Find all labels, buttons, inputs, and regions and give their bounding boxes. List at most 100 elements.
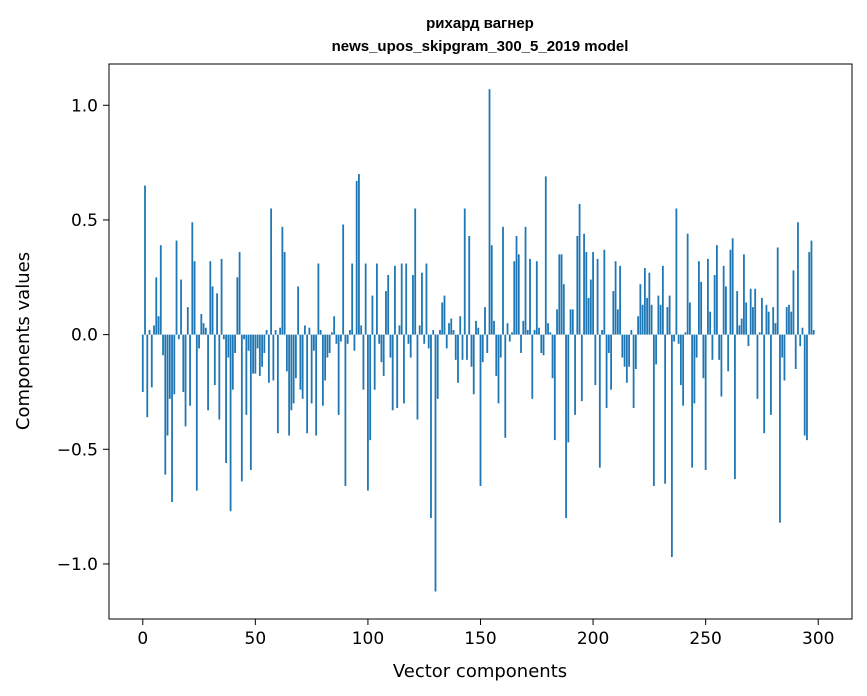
bar xyxy=(234,334,236,353)
bar xyxy=(785,307,788,335)
bar xyxy=(472,334,475,395)
bar xyxy=(569,309,572,335)
bar xyxy=(711,334,714,360)
bar xyxy=(486,334,489,353)
bar xyxy=(461,334,464,360)
bar xyxy=(378,334,381,344)
bar xyxy=(797,222,799,335)
bar xyxy=(792,270,795,335)
bar xyxy=(272,334,275,381)
bar xyxy=(191,222,194,335)
bar xyxy=(585,252,588,335)
bar xyxy=(531,334,534,399)
bar xyxy=(670,334,673,558)
bar xyxy=(349,330,351,335)
bar xyxy=(673,334,676,342)
bar xyxy=(225,334,227,464)
bar xyxy=(551,334,554,379)
bar xyxy=(405,263,408,335)
bar xyxy=(668,295,671,335)
bar xyxy=(150,334,153,388)
bar xyxy=(542,334,545,356)
bar xyxy=(756,334,759,399)
bar xyxy=(589,279,592,335)
bar xyxy=(398,325,401,335)
bar xyxy=(538,327,540,335)
bar xyxy=(810,240,813,335)
bar xyxy=(254,334,257,374)
bar xyxy=(443,295,446,335)
bar xyxy=(607,334,610,353)
bar xyxy=(141,334,144,392)
bar xyxy=(702,334,705,379)
bar xyxy=(574,334,576,415)
bar xyxy=(166,334,169,436)
bar xyxy=(713,274,716,335)
bar xyxy=(312,334,315,351)
bar xyxy=(321,334,324,406)
bar xyxy=(657,295,660,335)
bar xyxy=(691,334,694,468)
y-tick-label: 0.0 xyxy=(71,326,98,346)
bar xyxy=(373,334,376,390)
bar xyxy=(761,297,763,335)
bar xyxy=(675,208,678,335)
bar xyxy=(331,332,333,335)
bar xyxy=(578,203,581,335)
bar xyxy=(637,316,640,335)
bar xyxy=(173,334,176,395)
x-axis-label: Vector components xyxy=(393,661,567,682)
bar xyxy=(549,332,552,335)
bar xyxy=(544,176,547,335)
bar xyxy=(450,318,453,335)
bar xyxy=(812,330,815,335)
bar xyxy=(526,330,529,335)
bar xyxy=(571,309,574,335)
bar xyxy=(168,334,171,399)
bar xyxy=(630,330,633,335)
bar xyxy=(799,334,802,347)
bar-series xyxy=(141,89,815,592)
bar xyxy=(776,247,779,335)
bar xyxy=(529,258,531,335)
bar xyxy=(414,208,417,335)
bar xyxy=(745,302,748,335)
bar xyxy=(610,334,612,390)
bar xyxy=(263,334,266,353)
bar xyxy=(628,334,630,367)
bar xyxy=(283,252,286,335)
bar xyxy=(249,334,252,470)
bar xyxy=(387,274,390,335)
bar xyxy=(729,249,732,335)
bar xyxy=(614,261,617,335)
bar xyxy=(382,334,385,376)
bar xyxy=(157,316,160,335)
bar xyxy=(754,288,757,335)
bar xyxy=(281,226,284,335)
bar xyxy=(481,334,484,363)
bar xyxy=(700,281,703,335)
x-tick-label: 0 xyxy=(137,629,148,649)
bar xyxy=(362,334,365,390)
bar xyxy=(445,334,448,349)
bar xyxy=(346,334,349,344)
bar xyxy=(686,233,689,335)
bar xyxy=(661,265,664,335)
bar xyxy=(677,334,680,344)
bar xyxy=(240,334,243,482)
bar xyxy=(326,334,329,358)
bar xyxy=(258,334,261,376)
x-tick-label: 200 xyxy=(577,629,609,649)
bar xyxy=(403,334,405,404)
y-axis: 1.0 0.5 0.0 −0.5 −1.0 xyxy=(57,96,109,575)
bar xyxy=(725,286,727,335)
bar xyxy=(279,327,282,335)
bar xyxy=(788,304,790,335)
bar xyxy=(256,334,259,349)
bar xyxy=(292,334,295,404)
bar xyxy=(353,334,356,351)
bar xyxy=(718,334,721,360)
bar xyxy=(740,318,743,335)
bar xyxy=(421,272,423,335)
bar xyxy=(758,332,761,335)
